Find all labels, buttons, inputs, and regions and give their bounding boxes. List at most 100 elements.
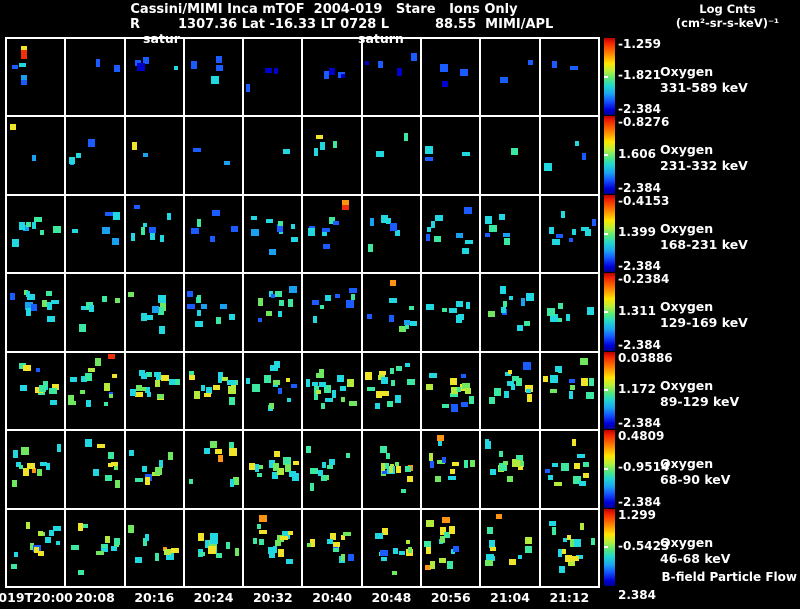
count-pixel [572, 476, 581, 485]
count-pixel [551, 238, 560, 245]
count-pixel [556, 318, 562, 323]
count-pixel [289, 471, 297, 478]
count-pixel [34, 546, 39, 553]
count-pixel [269, 551, 276, 558]
count-pixel [573, 538, 581, 547]
count-pixel [101, 543, 108, 548]
count-pixel [31, 304, 37, 312]
count-pixel [214, 449, 222, 455]
count-pixel [134, 478, 143, 483]
count-pixel [496, 513, 503, 519]
data-panel-r1c8 [422, 39, 480, 116]
channel-label-row3: Oxygen 168-231 keV [660, 220, 748, 252]
count-pixel [142, 537, 147, 546]
count-pixel [146, 391, 151, 397]
count-pixel [351, 294, 356, 301]
count-pixel [380, 556, 387, 561]
count-pixel [518, 554, 523, 559]
count-pixel [257, 473, 263, 478]
data-panel-r3c8 [422, 195, 480, 273]
count-pixel [141, 466, 147, 473]
count-pixel [196, 295, 201, 304]
count-pixel [225, 541, 230, 549]
count-pixel [462, 152, 471, 157]
count-pixel [12, 65, 18, 69]
count-pixel [380, 376, 388, 384]
count-pixel [579, 357, 588, 365]
count-pixel [13, 450, 18, 459]
count-pixel [324, 384, 332, 393]
count-pixel [310, 468, 319, 475]
count-pixel [127, 292, 134, 298]
data-panel-r7c1 [7, 509, 65, 586]
data-panel-r5c5 [244, 352, 302, 430]
data-panel-r4c8 [422, 274, 480, 351]
count-pixel [382, 463, 389, 470]
count-pixel [282, 530, 291, 539]
count-pixel [568, 237, 573, 242]
count-pixel [283, 457, 292, 466]
count-pixel [561, 548, 566, 554]
count-pixel [40, 229, 44, 235]
count-pixel [204, 539, 212, 548]
count-pixel [265, 68, 273, 73]
data-panel-r3c7 [362, 195, 421, 273]
data-panel-r2c4 [184, 117, 243, 194]
count-pixel [19, 63, 26, 67]
count-pixel [210, 76, 219, 84]
count-pixel [310, 538, 316, 547]
count-pixel [288, 530, 294, 535]
data-panel-r3c3 [125, 195, 183, 273]
data-panel-r2c6 [303, 117, 361, 194]
count-pixel [342, 199, 350, 206]
count-pixel [102, 296, 108, 303]
count-pixel [379, 549, 388, 556]
count-pixel [516, 377, 523, 386]
count-pixel [32, 221, 36, 229]
count-pixel [14, 551, 18, 557]
count-pixel [308, 227, 316, 236]
count-pixel [460, 69, 469, 76]
data-panel-r2c7 [362, 117, 421, 194]
count-pixel [259, 538, 265, 545]
count-pixel [21, 46, 27, 50]
count-pixel [465, 387, 472, 394]
count-pixel [316, 372, 325, 378]
count-pixel [547, 475, 553, 481]
count-pixel [551, 61, 557, 68]
count-pixel [251, 228, 260, 236]
count-pixel [544, 469, 550, 474]
cb-mid-label-row4: 1.311 [618, 303, 656, 318]
count-pixel [542, 375, 548, 382]
count-pixel [134, 556, 142, 563]
count-pixel [516, 455, 524, 461]
data-panel-r7c7 [362, 509, 421, 586]
count-pixel [142, 153, 148, 158]
data-panel-r2c3 [125, 117, 183, 194]
cb-min-label-row1: -2.384 [618, 102, 661, 117]
count-pixel [140, 372, 147, 379]
count-pixel [12, 238, 19, 247]
count-pixel [173, 66, 178, 70]
count-pixel [43, 380, 48, 387]
cb-mid-label-row3: 1.399 [618, 225, 656, 240]
count-pixel [386, 400, 393, 407]
count-pixel [456, 301, 464, 308]
count-pixel [128, 450, 134, 457]
count-pixel [581, 153, 586, 161]
count-pixel [53, 225, 61, 233]
count-pixel [566, 534, 571, 540]
count-pixel [157, 295, 166, 304]
count-pixel [319, 381, 327, 387]
count-pixel [440, 526, 447, 535]
count-pixel [499, 213, 506, 220]
count-pixel [19, 465, 23, 470]
count-pixel [47, 302, 52, 311]
count-pixel [196, 218, 201, 227]
count-pixel [253, 537, 258, 544]
count-pixel [140, 313, 147, 322]
count-pixel [504, 237, 511, 245]
count-pixel [259, 465, 264, 470]
cb-max-label-row4: -0.2384 [618, 272, 670, 287]
count-pixel [349, 288, 358, 294]
